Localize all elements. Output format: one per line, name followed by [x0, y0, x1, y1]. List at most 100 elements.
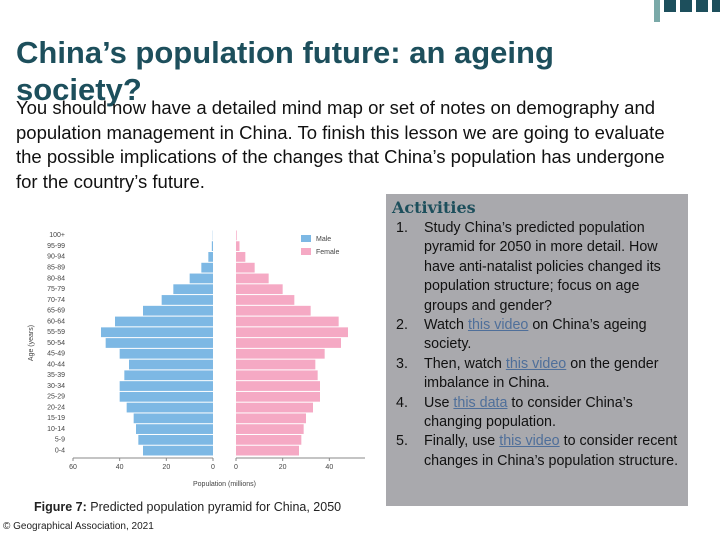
age-label: 75-79 [47, 286, 65, 293]
bar [236, 381, 320, 391]
bar [236, 445, 299, 456]
activities-list: 1. Study China’s predicted population pyr… [392, 219, 682, 471]
x-tick-label: 40 [116, 464, 124, 471]
bar [201, 262, 213, 273]
caption-text: Predicted population pyramid for China, … [86, 500, 342, 514]
bar [236, 273, 269, 284]
caption-label: Figure 7: [34, 500, 87, 514]
bar [143, 445, 213, 456]
bar [208, 252, 213, 262]
population-pyramid: 100+ 95-99 90-94 85-89 80-84 75-79 70-74 65-69 6… [28, 230, 365, 488]
footer: © Geographical Association, 2021 [3, 521, 154, 532]
age-label: 70-74 [47, 297, 65, 304]
title: China’s population future: an ageing soc… [16, 35, 554, 107]
bar [101, 327, 213, 338]
age-label: 35-39 [47, 372, 65, 379]
link[interactable]: this video [467, 317, 529, 334]
caption: Figure 7: Predicted population pyramid f… [34, 500, 354, 514]
bar [119, 348, 213, 359]
deco-bar [654, 0, 660, 22]
age-label: 85-89 [47, 265, 65, 272]
intro-text: You should now have a detailed mind map … [16, 97, 665, 192]
age-label: 50-54 [47, 340, 65, 347]
age-label: 30-34 [47, 383, 65, 390]
legend-swatch [301, 235, 311, 242]
item-text: on the gender imbalance in China. [424, 355, 659, 392]
item-number: 1. [396, 220, 408, 236]
item-text: Watch [424, 317, 468, 334]
bar [236, 316, 339, 327]
bar [236, 230, 237, 241]
activity-item: 3. Then, watch this video on the gender i… [392, 355, 682, 394]
bar [119, 391, 213, 402]
bar [236, 338, 341, 348]
bar [119, 381, 213, 391]
bar [126, 402, 213, 413]
item-number: 5. [396, 433, 408, 450]
deco-square [696, 0, 708, 12]
x-tick-label: 0 [234, 464, 238, 471]
deco-square [680, 0, 692, 12]
activity-item: 5. Finally, use this video to consider re… [392, 432, 682, 471]
link[interactable]: this data [453, 394, 508, 411]
bar [236, 402, 313, 413]
bar [236, 370, 318, 381]
legend-label: Male [316, 236, 331, 243]
activity-item: 4. Use this data to consider China’s chan… [392, 394, 682, 433]
x-tick-label: 20 [162, 464, 170, 471]
decoration [654, 0, 720, 22]
activity-item: 2. Watch this video on China’s ageing soc… [392, 316, 682, 355]
bar [236, 434, 302, 445]
age-label: 100+ [49, 232, 65, 239]
activity-item: 1. Study China’s predicted population pyr… [392, 219, 682, 316]
x-tick-label: 60 [69, 464, 77, 471]
item-text: Use [424, 394, 454, 411]
item-text: to consider recent changes in China’s po… [424, 433, 679, 469]
age-label: 20-24 [47, 404, 65, 411]
activities-box: Activities 1. Study China’s predicted pop… [386, 194, 688, 506]
item-number: 2. [396, 317, 408, 334]
bar [129, 359, 213, 370]
bar [236, 252, 246, 262]
bar [115, 316, 213, 327]
age-label: 45-49 [47, 351, 65, 358]
item-number: 4. [396, 394, 408, 411]
link[interactable]: this video [499, 433, 560, 450]
bar [236, 305, 311, 316]
bar [161, 295, 213, 305]
bar [143, 305, 213, 316]
bar [138, 434, 213, 445]
age-label: 10-14 [47, 426, 65, 433]
item-text: Study China’s predicted population pyram… [424, 220, 661, 314]
bar [105, 338, 213, 348]
link[interactable]: this video [505, 355, 567, 372]
bar [136, 424, 213, 434]
x-tick-label: 0 [211, 464, 215, 471]
age-label: 15-19 [47, 415, 65, 422]
item-text: to consider China’s changing population. [424, 394, 633, 431]
bar [124, 370, 213, 381]
bar [236, 413, 306, 424]
legend-swatch [301, 248, 311, 255]
age-label: 80-84 [47, 275, 65, 282]
bar [236, 359, 316, 370]
age-label: 90-94 [47, 254, 65, 261]
deco-square [664, 0, 676, 12]
item-text: Then, watch [424, 355, 506, 372]
age-label: 95-99 [47, 243, 65, 250]
bar [173, 284, 213, 295]
bar [236, 241, 240, 252]
deco-square [712, 0, 720, 12]
bar [236, 327, 348, 338]
x-axis-title: Population (millions) [193, 481, 256, 488]
activities-title: Activities [392, 198, 476, 217]
bar [189, 273, 213, 284]
item-text: Finally, use [424, 433, 500, 450]
legend-label: Female [316, 249, 339, 256]
age-label: 65-69 [47, 308, 65, 315]
y-axis-title: Age (years) [28, 325, 35, 361]
bar [236, 348, 325, 359]
bar [236, 391, 320, 402]
bar [236, 295, 295, 305]
